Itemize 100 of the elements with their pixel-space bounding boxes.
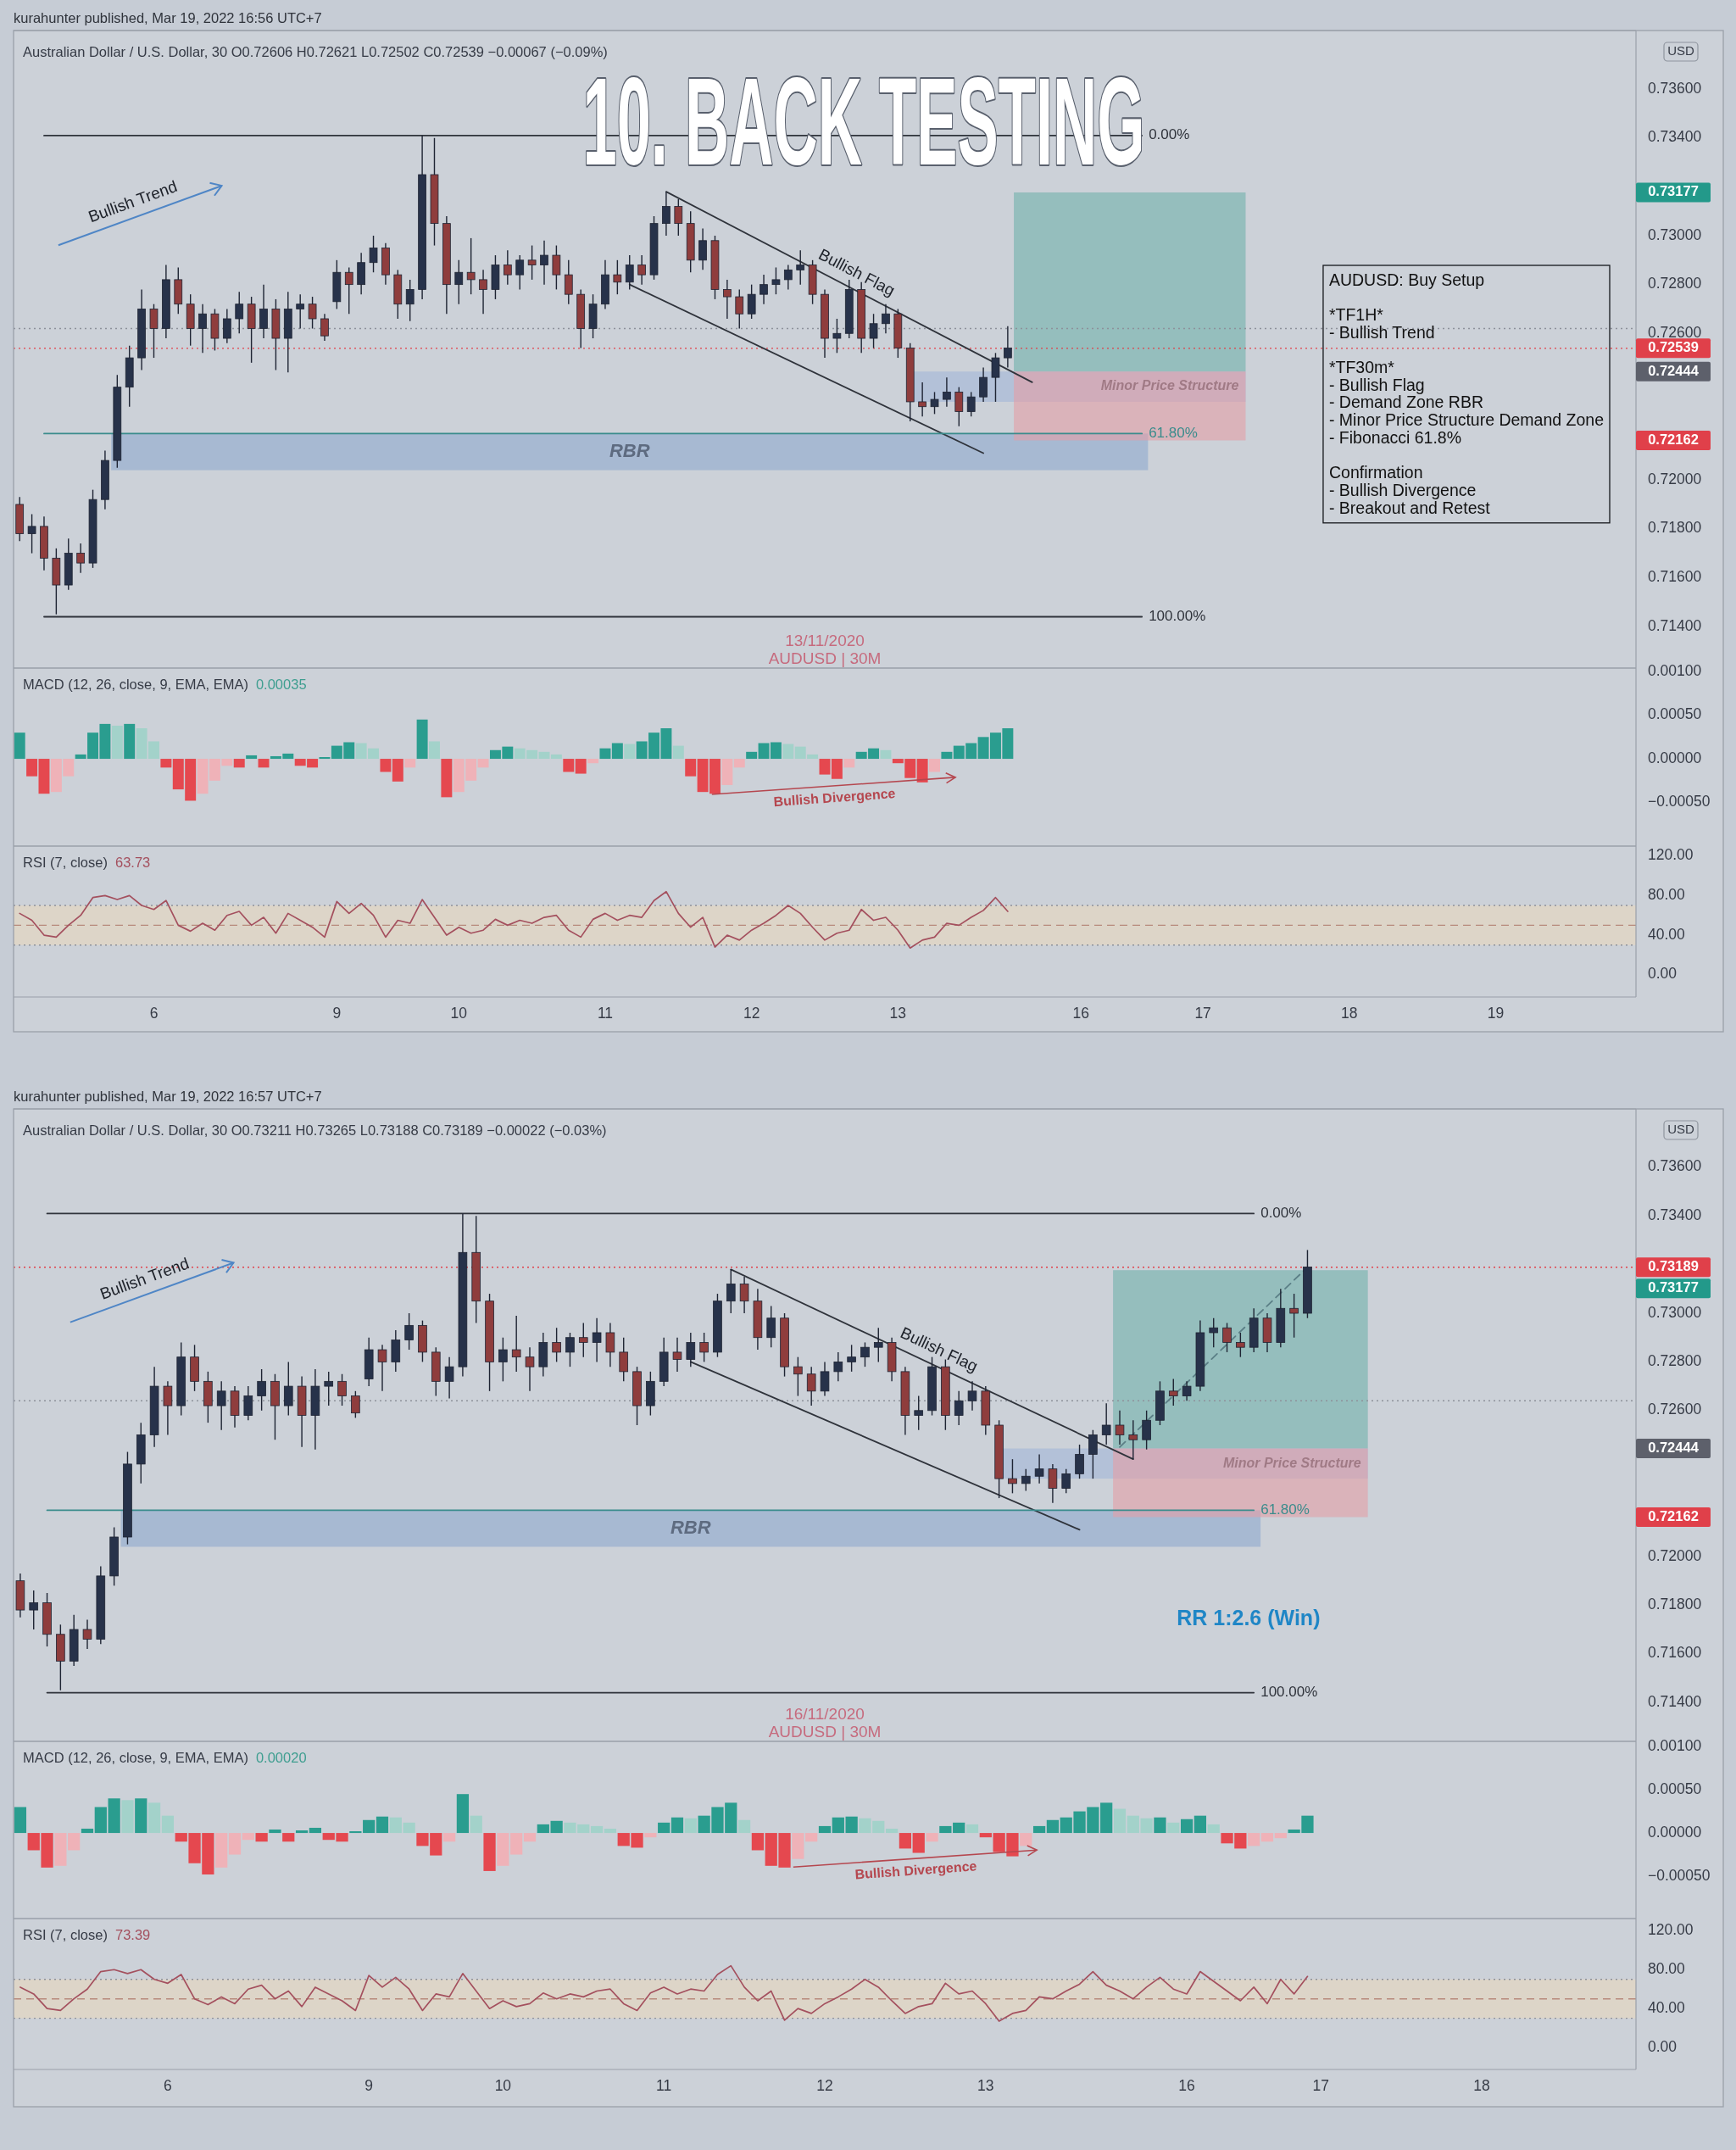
bar <box>843 759 855 768</box>
x-tick-label: 11 <box>597 1004 614 1022</box>
candlestick <box>515 254 525 291</box>
y-tick-label: 0.73400 <box>1648 128 1702 146</box>
bar <box>880 749 892 760</box>
candlestick <box>1004 325 1012 369</box>
candlestick <box>565 1332 575 1367</box>
candlestick <box>991 352 1000 403</box>
x-tick-label: 12 <box>816 2076 833 2094</box>
candlestick <box>619 1337 629 1383</box>
bar <box>819 759 831 775</box>
band-label: RBR <box>609 439 650 461</box>
candlestick <box>699 1332 709 1363</box>
series-label: 61.80% <box>1149 424 1198 441</box>
y-tick-label: 0.71400 <box>1648 1692 1702 1710</box>
bar <box>1260 1833 1274 1842</box>
bar <box>965 1824 979 1834</box>
y-tick-label: 0.71800 <box>1648 1595 1702 1612</box>
bar <box>1046 1819 1060 1834</box>
candlestick <box>1289 1293 1299 1339</box>
bar <box>380 759 392 772</box>
bar <box>269 1829 281 1834</box>
candlestick <box>540 240 548 286</box>
candlestick <box>320 313 329 342</box>
candlestick <box>698 227 707 271</box>
text: MACD (12, 26, close, 9, EMA, EMA) <box>23 677 248 693</box>
bar <box>550 754 562 760</box>
candlestick <box>847 1344 856 1373</box>
y-tick-label: −0.00050 <box>1648 1866 1711 1884</box>
candlestick <box>479 269 487 315</box>
candlestick <box>82 1618 92 1650</box>
bar <box>604 1828 617 1834</box>
candlestick <box>552 1327 561 1363</box>
candlestick <box>222 308 231 344</box>
candlestick <box>564 259 573 305</box>
bar <box>684 1818 697 1834</box>
y-tick-label: 0.72600 <box>1648 323 1702 341</box>
bar <box>953 1822 965 1834</box>
bar <box>108 1798 120 1834</box>
candlestick <box>1236 1332 1245 1358</box>
bar <box>658 1822 670 1834</box>
bar <box>111 725 123 760</box>
bar <box>403 1822 415 1834</box>
bar <box>68 1833 81 1851</box>
candlestick <box>259 283 268 339</box>
bar <box>1207 1824 1220 1834</box>
candlestick <box>1021 1468 1031 1492</box>
y-tick-label: 0.71400 <box>1648 616 1702 634</box>
candlestick <box>283 1361 293 1417</box>
y-tick-label: 0.72000 <box>1648 1546 1702 1564</box>
candlestick <box>954 386 964 427</box>
candlestick <box>257 1368 266 1412</box>
candlestick <box>860 1341 870 1367</box>
candlestick <box>954 1390 964 1426</box>
y-tick-label: 80.00 <box>1648 885 1686 903</box>
candlestick <box>1128 1419 1138 1460</box>
bar <box>242 1833 254 1841</box>
candlestick <box>444 1356 454 1400</box>
text: Australian Dollar / U.S. Dollar, 30 O0.72606 H0.72621 L0.72502 C0.72539 −0.00067 (−0.09%) <box>23 44 608 60</box>
candlestick <box>351 1390 360 1419</box>
x-tick-label: 9 <box>332 1004 342 1022</box>
y-tick-label: 80.00 <box>1648 1959 1686 1977</box>
bar <box>147 1802 161 1834</box>
candlestick <box>806 1366 816 1406</box>
bar <box>392 759 403 782</box>
line-series <box>19 890 1009 950</box>
bar <box>537 1824 549 1834</box>
y-tick-label: 0.73000 <box>1648 226 1702 243</box>
x-tick-label: 12 <box>743 1004 760 1022</box>
y-tick-label: 0.00 <box>1648 965 1678 983</box>
candlestick <box>454 259 464 305</box>
candlestick <box>149 304 159 359</box>
x-tick-label: 16 <box>1178 2076 1195 2094</box>
candlestick <box>967 1380 977 1412</box>
ref-line-label: 0.73189 <box>1648 1258 1699 1274</box>
candlestick <box>216 1380 226 1431</box>
text: 0.00035 <box>255 677 307 693</box>
y-tick-label: 0.71600 <box>1648 1644 1702 1662</box>
bar <box>1154 1817 1166 1834</box>
bar <box>611 743 623 760</box>
bar <box>550 1820 563 1834</box>
bar <box>497 1833 509 1866</box>
y-tick-label: 0.00050 <box>1648 1780 1702 1797</box>
text: MACD (12, 26, close, 9, EMA, EMA) <box>23 1750 248 1766</box>
text: 0.73177 <box>1648 1279 1699 1295</box>
bar <box>832 1817 844 1834</box>
bar <box>1180 1819 1194 1834</box>
candlestick <box>527 244 537 281</box>
bar <box>456 1794 470 1834</box>
bar <box>1020 1833 1032 1846</box>
candlestick <box>625 254 634 291</box>
bar <box>389 1817 402 1834</box>
candlestick <box>686 1332 696 1367</box>
bar <box>94 1807 107 1834</box>
bar <box>563 759 575 772</box>
candlestick <box>832 318 842 354</box>
candlestick <box>735 288 744 330</box>
candlestick <box>783 264 793 291</box>
bar <box>215 1833 228 1868</box>
y-tick-label: 0.72800 <box>1648 1352 1702 1370</box>
